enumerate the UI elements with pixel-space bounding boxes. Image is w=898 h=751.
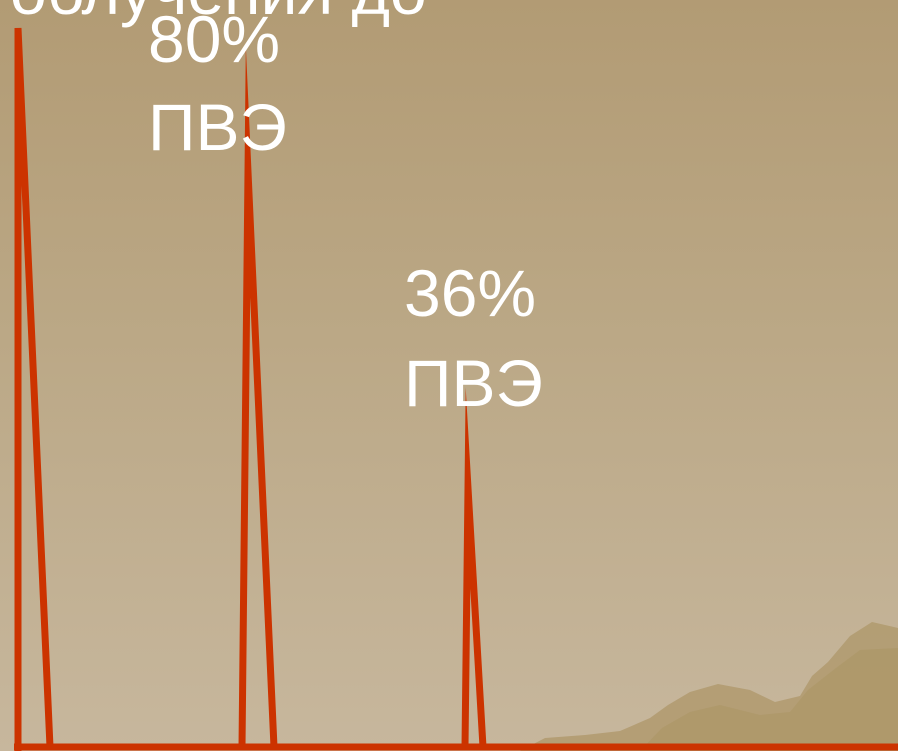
peak-label-unit: ПВЭ <box>148 90 287 164</box>
decorative-hills <box>520 622 898 751</box>
peak-label-unit: ПВЭ <box>404 346 543 420</box>
slide-top-text: облучения до <box>10 0 427 34</box>
spike-peak-1 <box>14 27 54 748</box>
peak-label-value: 36% <box>404 256 537 330</box>
decorative-hills-shade <box>640 648 898 751</box>
spike-peak-3 <box>461 387 487 748</box>
peak-label-value: 80% <box>148 2 281 76</box>
spike-peak-2 <box>238 45 278 748</box>
